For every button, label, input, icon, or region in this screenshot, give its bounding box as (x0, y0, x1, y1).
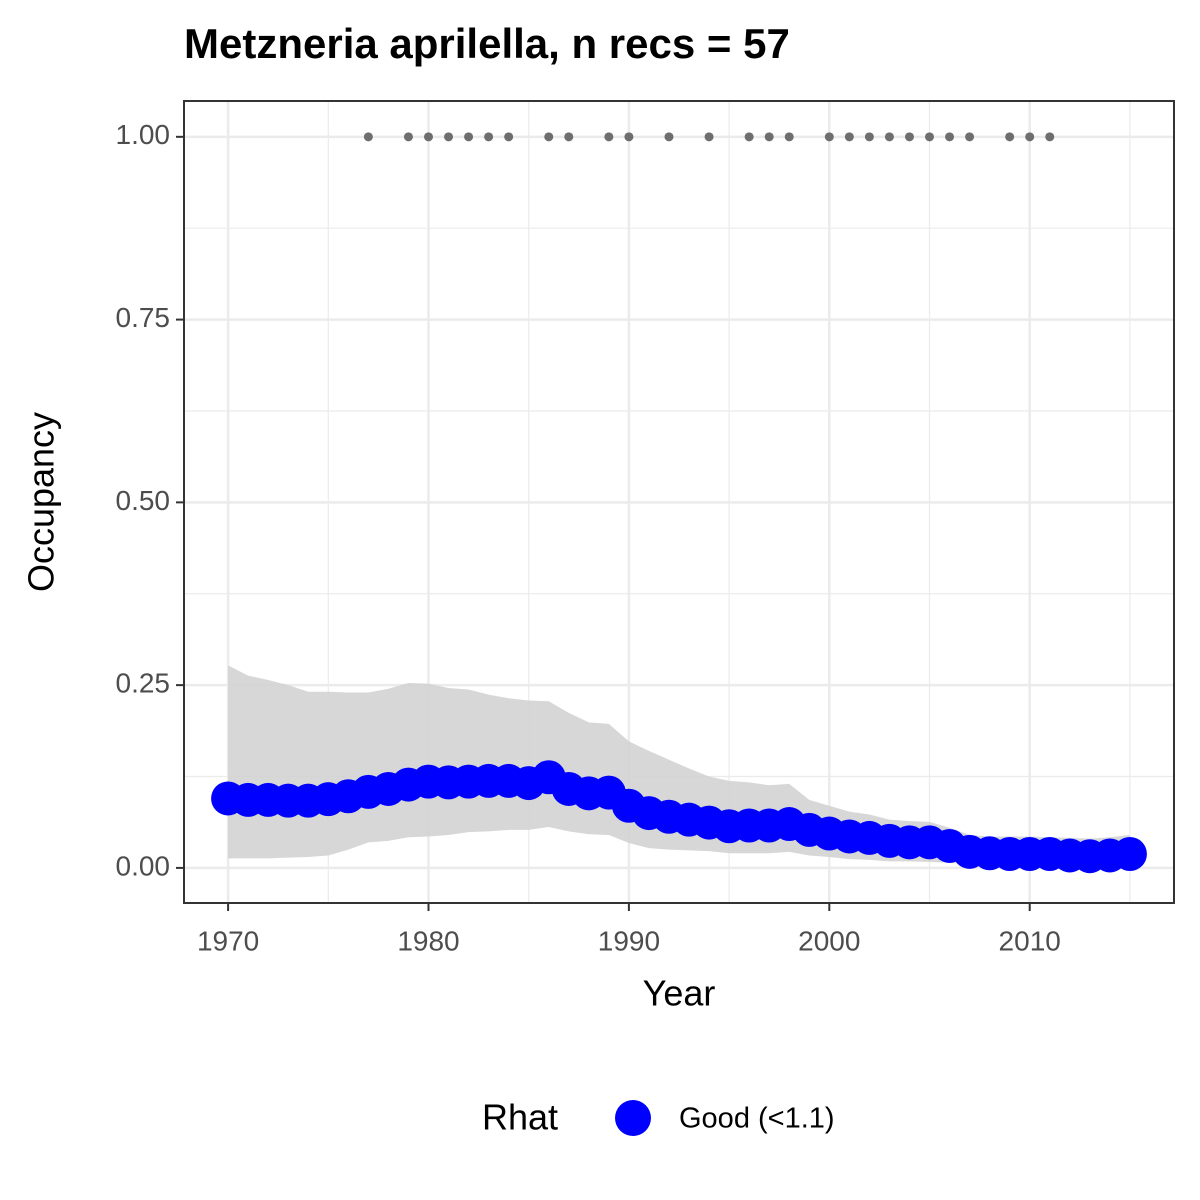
x-tick-label: 1970 (197, 925, 259, 956)
x-tick-label: 1980 (397, 925, 459, 956)
record-point (824, 132, 834, 142)
record-point (464, 132, 474, 142)
point (1112, 837, 1147, 872)
record-point (884, 132, 894, 142)
record-point (423, 132, 433, 142)
record-point (965, 132, 975, 142)
record-point (925, 132, 935, 142)
chart-title: Metzneria aprilella, n recs = 57 (184, 20, 790, 67)
legend-marker (615, 1100, 651, 1136)
record-point (564, 132, 574, 142)
legend-title: Rhat (482, 1097, 558, 1138)
y-tick-label: 0.75 (116, 302, 171, 333)
record-point (544, 132, 554, 142)
record-point (704, 132, 714, 142)
y-tick-label: 0.00 (116, 850, 171, 881)
y-tick-label: 0.50 (116, 485, 171, 516)
confidence-band (228, 665, 1130, 865)
panel-border (183, 100, 1175, 904)
record-point (864, 132, 874, 142)
record-point (1025, 132, 1035, 142)
record-point (844, 132, 854, 142)
record-point (1005, 132, 1015, 142)
y-tick-label: 1.00 (116, 119, 171, 150)
y-axis-label: Occupancy (21, 412, 62, 592)
x-tick-label: 1990 (598, 925, 660, 956)
record-point (504, 132, 514, 142)
record-point (624, 132, 634, 142)
record-point (403, 132, 413, 142)
y-tick-label: 0.25 (116, 668, 171, 699)
record-point (363, 132, 373, 142)
record-point (784, 132, 794, 142)
record-point (764, 132, 774, 142)
x-axis-label: Year (643, 973, 716, 1014)
record-point (484, 132, 494, 142)
record-point (744, 132, 754, 142)
record-point (945, 132, 955, 142)
record-point (904, 132, 914, 142)
record-point (604, 132, 614, 142)
record-point (444, 132, 454, 142)
x-tick-label: 2000 (798, 925, 860, 956)
legend-label: Good (<1.1) (679, 1103, 835, 1135)
x-tick-label: 2010 (999, 925, 1061, 956)
record-point (664, 132, 674, 142)
record-point (1045, 132, 1055, 142)
